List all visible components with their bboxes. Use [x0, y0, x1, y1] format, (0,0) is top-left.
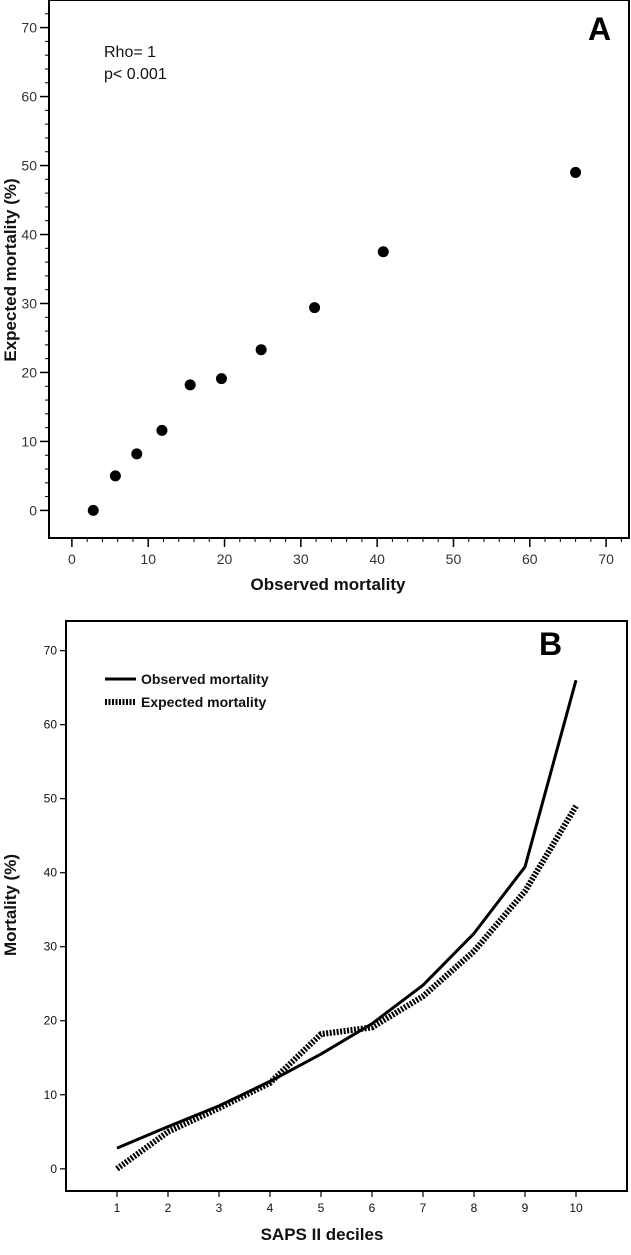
panel-b-y-tick-label: 60 [44, 718, 58, 732]
panel-b-x-tick-label: 7 [420, 1201, 427, 1215]
panel-a-y-tick-label: 60 [21, 89, 37, 105]
panel-a-data-point [131, 448, 143, 460]
panel-a-y-tick-label: 50 [21, 158, 37, 174]
panel-a-y-tick-label: 10 [21, 433, 37, 449]
panel-b-x-tick-label: 10 [569, 1201, 583, 1215]
panel-a-data-point [87, 504, 99, 516]
panel-b-x-tick-label: 3 [216, 1201, 223, 1215]
panel-a-y-tick-label: 70 [21, 20, 37, 36]
panel-a-label: A [588, 11, 611, 47]
panel-b-label: B [539, 626, 562, 662]
panel-a-scatter-chart: 0 10 20 30 40 50 60 70 0 10 20 30 40 50 60 70 A Rho= 1… [1, 0, 630, 594]
legend: Observed mortality Expected mortality [105, 671, 269, 710]
legend-expected-label: Expected mortality [141, 694, 266, 710]
panel-a-data-point [156, 424, 168, 436]
panel-b-x-tick-label: 4 [267, 1201, 274, 1215]
panel-a-plot-frame [48, 0, 630, 539]
panel-b-x-tick-label: 6 [369, 1201, 376, 1215]
panel-a-x-tick-label: 20 [217, 551, 233, 567]
panel-a-data-point [184, 379, 196, 391]
panel-b-x-tick-label: 2 [165, 1201, 172, 1215]
panel-a-x-tick-label: 10 [140, 551, 156, 567]
panel-a-y-axis-label: Expected mortality (%) [1, 178, 20, 361]
panel-a-x-tick-label: 60 [522, 551, 538, 567]
panel-b-x-tick-label: 1 [114, 1201, 121, 1215]
panel-a-y-tick-label: 0 [29, 502, 37, 518]
panel-b-x-tick-label: 5 [318, 1201, 325, 1215]
panel-a-x-tick-label: 40 [369, 551, 385, 567]
panel-b-plot-frame [65, 620, 628, 1192]
panel-a-data-point [309, 302, 321, 314]
panel-a-data-point [377, 246, 389, 258]
panel-b-y-tick-label: 20 [44, 1014, 58, 1028]
panel-a-x-tick-label: 0 [68, 551, 76, 567]
panel-a-data-point [255, 344, 267, 356]
panel-b-line-chart: 0 10 20 30 40 50 60 70 1 2 3 4 5 6 7 8 9 10 B Observed m… [1, 620, 628, 1244]
panel-b-x-tick-label: 9 [522, 1201, 529, 1215]
panel-a-y-tick-label: 40 [21, 227, 37, 243]
panel-b-y-tick-label: 0 [50, 1162, 57, 1176]
panel-b-y-tick-label: 40 [44, 866, 58, 880]
panel-a-data-point [570, 166, 582, 178]
series-observed-mortality-line [116, 679, 578, 1150]
panel-b-y-tick-label: 30 [44, 940, 58, 954]
panel-a-x-tick-label: 30 [293, 551, 309, 567]
panel-b-y-axis-label: Mortality (%) [1, 854, 20, 956]
panel-b-x-axis-label: SAPS II deciles [261, 1225, 384, 1244]
panel-b-y-tick-label: 70 [44, 644, 58, 658]
panel-a-x-axis-label: Observed mortality [251, 575, 406, 594]
panel-a-x-tick-label: 50 [446, 551, 462, 567]
panel-b-y-tick-label: 50 [44, 792, 58, 806]
panel-a-annotation-rho: Rho= 1 [104, 44, 156, 61]
series-expected-mortality-line [115, 804, 579, 1172]
panel-a-y-tick-label: 20 [21, 364, 37, 380]
panel-a-data-point [109, 470, 121, 482]
legend-observed-label: Observed mortality [141, 671, 269, 687]
panel-a-y-tick-label: 30 [21, 295, 37, 311]
panel-b-y-tick-label: 10 [44, 1088, 58, 1102]
panel-a-data-point [215, 373, 227, 385]
panel-a-annotation-p: p< 0.001 [104, 66, 167, 83]
panel-b-x-tick-label: 8 [471, 1201, 478, 1215]
panel-a-x-tick-label: 70 [598, 551, 614, 567]
